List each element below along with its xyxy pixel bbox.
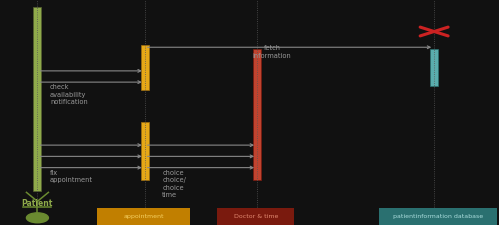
Bar: [97, 208, 190, 225]
Circle shape: [26, 213, 48, 223]
Text: check
availability
notification: check availability notification: [50, 84, 88, 105]
Bar: [33, 7, 41, 191]
Text: fetch
information: fetch information: [252, 45, 291, 58]
Bar: [379, 208, 497, 225]
Text: Doctor & time: Doctor & time: [234, 214, 278, 219]
Bar: [253, 50, 261, 180]
Text: choice
choice/
choice
time: choice choice/ choice time: [162, 170, 186, 198]
Text: Patient: Patient: [22, 199, 53, 208]
Bar: [430, 50, 438, 86]
Bar: [141, 45, 149, 90]
Text: appointment: appointment: [123, 214, 164, 219]
Text: fix
appointment: fix appointment: [50, 170, 93, 183]
Bar: [141, 122, 149, 180]
Text: patientinformation database: patientinformation database: [393, 214, 483, 219]
Bar: [217, 208, 294, 225]
